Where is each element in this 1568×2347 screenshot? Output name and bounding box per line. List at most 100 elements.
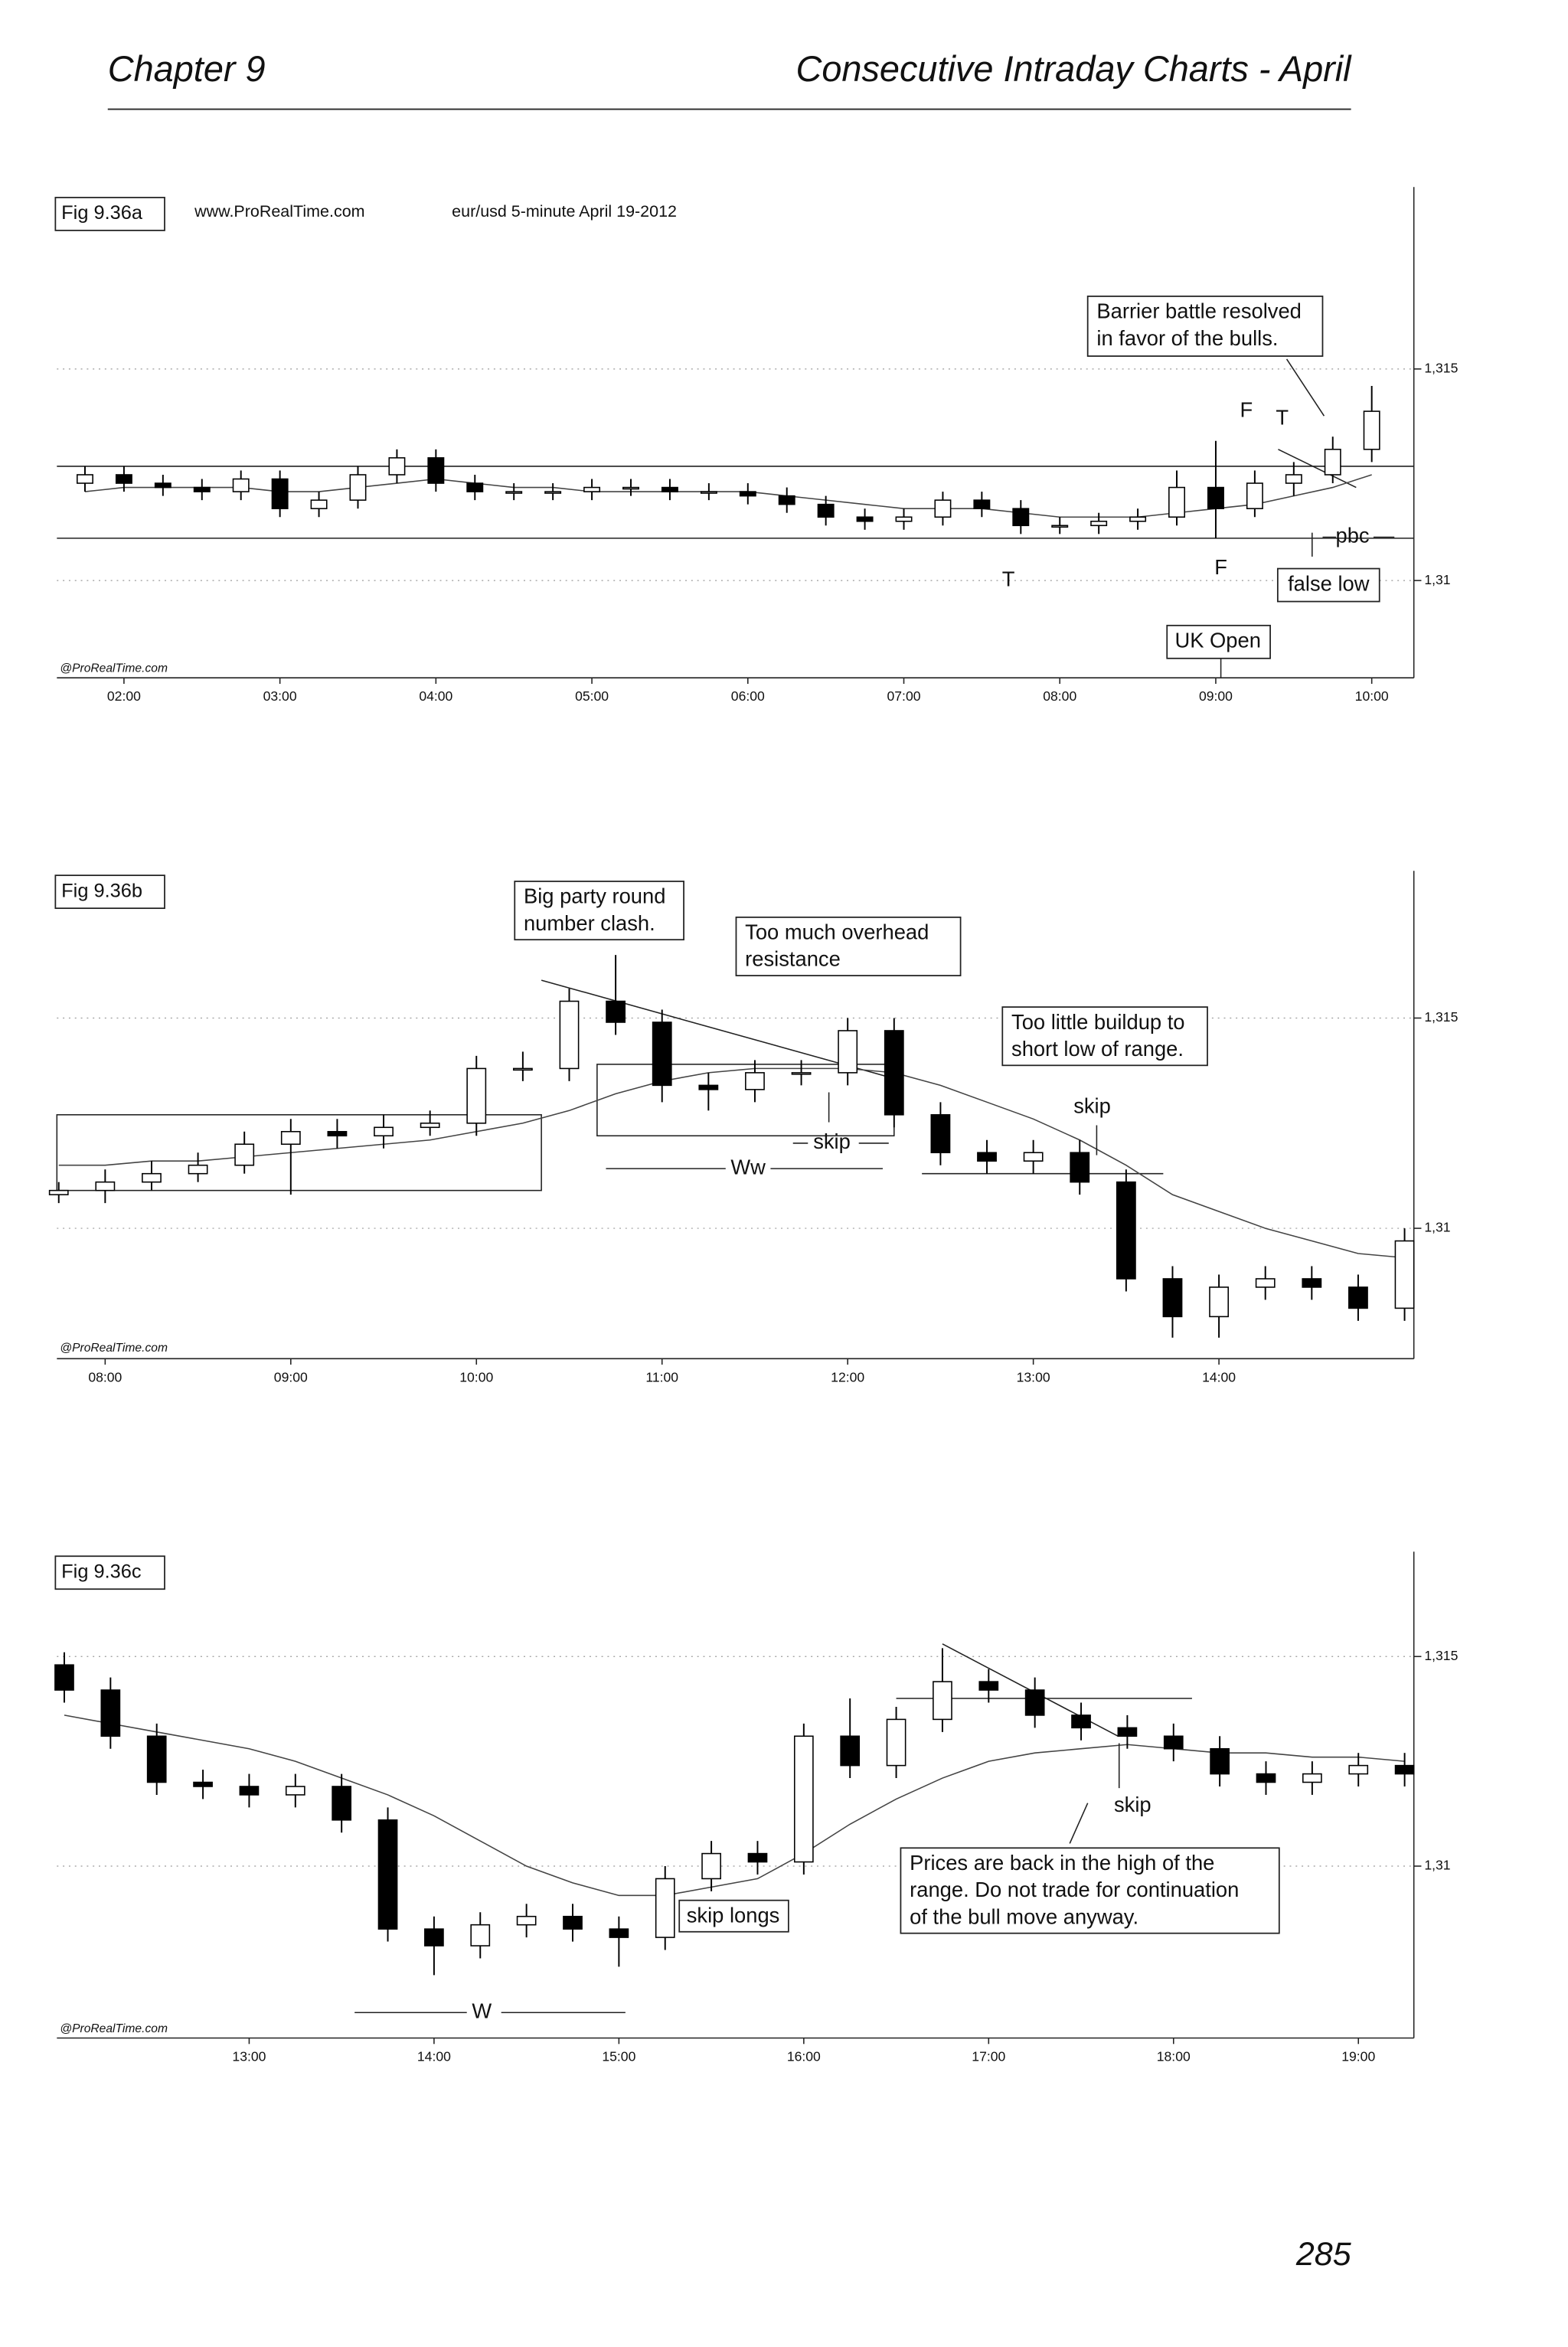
x-tick-label: 08:00 [1043, 688, 1076, 704]
candle-body [1285, 474, 1302, 484]
candle-body [1255, 1278, 1276, 1288]
candle-body [701, 1852, 721, 1880]
candle-body [1348, 1286, 1368, 1309]
annotation: Barrier battle resolved [1096, 299, 1301, 323]
annotation-box [1086, 296, 1324, 357]
annotation-box [900, 1847, 1280, 1934]
candle-body [1051, 525, 1069, 528]
x-tick-label: 19:00 [1341, 2049, 1375, 2064]
annotation-box [735, 916, 962, 976]
moving-average [58, 1067, 1405, 1259]
figure-title: Fig 9.36b [61, 880, 142, 901]
page-number: 285 [1295, 2236, 1352, 2273]
candle-body [778, 495, 795, 505]
x-tick-label: 07:00 [887, 688, 921, 704]
candle-body [100, 1689, 121, 1737]
candle-body [698, 1084, 719, 1090]
annotation-box [514, 881, 684, 941]
candle-body [1023, 1152, 1044, 1162]
candle-body [466, 482, 484, 492]
candle-body [48, 1189, 69, 1195]
candle-body [271, 478, 289, 509]
annotation: F [1240, 398, 1253, 422]
candle-body [973, 499, 991, 509]
candle-body [1210, 1747, 1230, 1775]
annotation: T [1002, 567, 1015, 590]
candle-body [424, 1928, 444, 1947]
annotation-box [678, 1899, 789, 1933]
watermark: @ProRealTime.com [60, 1342, 168, 1355]
annotation-line [1285, 358, 1325, 417]
annotation: false low [1288, 571, 1370, 595]
candle-body [1129, 516, 1147, 522]
candle-body [77, 474, 93, 484]
candle-body [95, 1181, 116, 1191]
candle-body [606, 1000, 626, 1023]
candle-body [466, 1067, 487, 1124]
annotation: T [1276, 405, 1289, 429]
candle-body [1162, 1278, 1183, 1318]
annotation: W [472, 1999, 492, 2022]
x-tick-label: 12:00 [831, 1369, 864, 1384]
candle-body [1246, 482, 1263, 509]
candle-body [934, 499, 952, 518]
x-tick-label: 04:00 [419, 688, 452, 704]
candle-body [583, 486, 601, 492]
annotation: Too little buildup to [1011, 1010, 1185, 1034]
figure-title-box [54, 874, 165, 910]
figure-title-box [54, 1555, 165, 1590]
candle-body [930, 1114, 951, 1154]
candle-body [193, 1781, 213, 1787]
x-tick-label: 08:00 [88, 1369, 122, 1384]
annotation-box [1166, 624, 1271, 659]
candle-body [609, 1928, 629, 1938]
annotation: skip [1073, 1093, 1111, 1117]
annotation: resistance [745, 947, 841, 971]
x-tick-label: 11:00 [645, 1369, 678, 1384]
candle-body [1117, 1727, 1138, 1737]
candle-body [1024, 1689, 1045, 1716]
x-tick-label: 10:00 [1355, 688, 1389, 704]
x-tick-label: 14:00 [1202, 1369, 1236, 1384]
candle-body [1363, 410, 1380, 450]
chapter: Chapter 9 [108, 49, 266, 89]
annotation: skip longs [687, 1903, 780, 1927]
x-tick-label: 16:00 [787, 2049, 821, 2064]
x-tick-label: 15:00 [602, 2049, 635, 2064]
y-tick-label: 1,315 [1424, 360, 1458, 375]
candle-body [700, 491, 717, 494]
candle-body [1394, 1764, 1415, 1775]
trend-line [1278, 449, 1357, 489]
candle-body [1012, 508, 1030, 527]
range-box [56, 1114, 542, 1191]
annotation: pbc [1336, 524, 1370, 548]
annotation: skip [1114, 1793, 1152, 1816]
annotation: Too much overhead [745, 920, 929, 944]
annotation: range. Do not trade for continuation [910, 1878, 1239, 1901]
candle-body [54, 1664, 74, 1691]
candle-body [1168, 486, 1185, 518]
candle-body [1116, 1181, 1136, 1280]
x-tick-label: 13:00 [1017, 1369, 1050, 1384]
candle-body [563, 1915, 583, 1930]
watermark: @ProRealTime.com [60, 2022, 168, 2035]
moving-average [64, 1714, 1405, 1897]
candle-body [1302, 1278, 1322, 1288]
candle-body [544, 491, 562, 494]
annotation: of the bull move anyway. [910, 1904, 1138, 1928]
candle-body [1071, 1714, 1091, 1729]
annotation: in favor of the bulls. [1096, 326, 1278, 350]
y-tick-label: 1,315 [1424, 1009, 1458, 1025]
candle-body [388, 457, 406, 476]
candle-body [1090, 520, 1108, 527]
x-tick-label: 06:00 [731, 688, 765, 704]
candle-body [232, 478, 250, 492]
candle-body [310, 499, 328, 509]
candle-body [512, 1067, 533, 1071]
candle-body [193, 486, 211, 492]
candle-body [1207, 486, 1224, 509]
annotation: Big party round [524, 884, 665, 908]
candle-body [1324, 449, 1341, 476]
candle-body [745, 1072, 765, 1090]
